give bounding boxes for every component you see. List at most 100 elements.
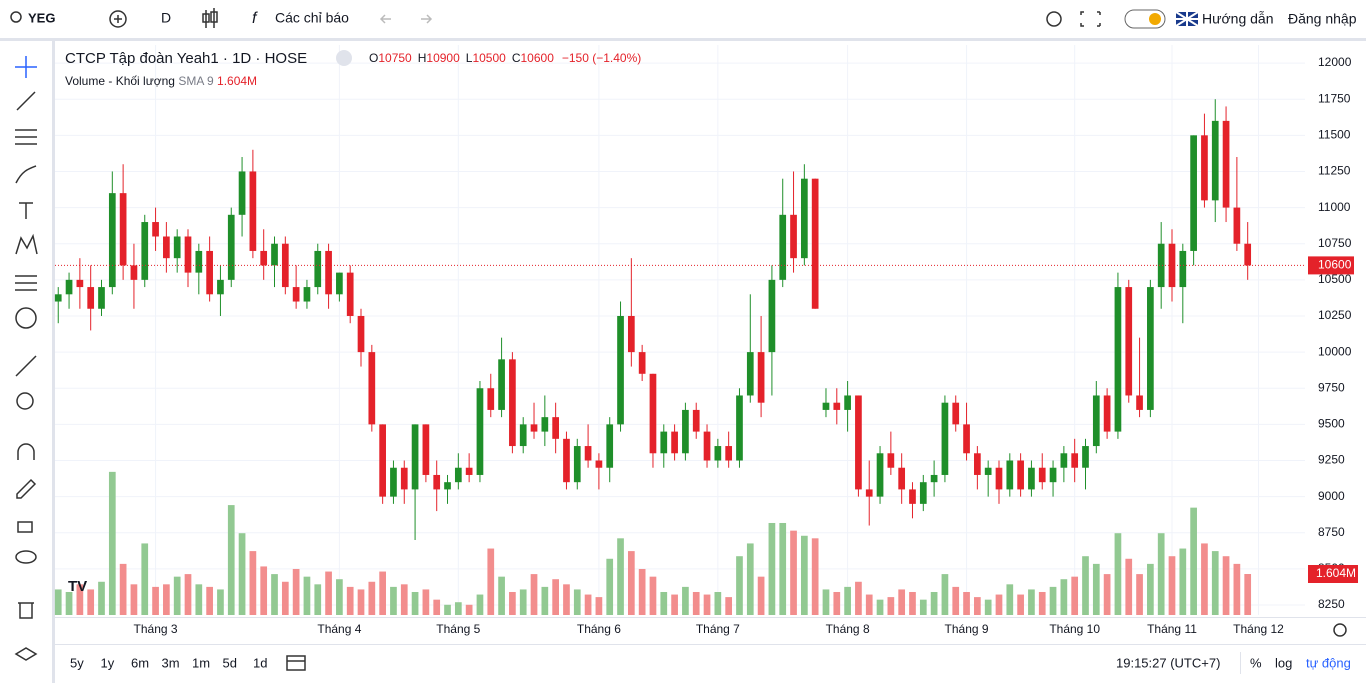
add-symbol[interactable] xyxy=(109,10,127,28)
line-tool[interactable] xyxy=(16,91,36,111)
volume-bar xyxy=(1125,558,1133,615)
candle-body xyxy=(865,489,873,497)
collapse-legend[interactable] xyxy=(336,50,352,66)
volume-title: Volume - Khối lượng xyxy=(65,74,175,88)
top-border xyxy=(0,38,1366,41)
interval[interactable]: D xyxy=(161,10,171,26)
ruler-tool[interactable] xyxy=(15,355,37,377)
candle-body xyxy=(206,250,213,295)
volume-bar xyxy=(509,591,516,615)
undo-redo[interactable] xyxy=(379,14,433,24)
fullscreen[interactable] xyxy=(1080,11,1101,27)
volume-bar xyxy=(768,522,776,615)
candle-body xyxy=(919,482,927,504)
range-button[interactable]: 6m xyxy=(131,655,149,670)
x-tick-label: Tháng 12 xyxy=(1233,622,1284,636)
volume-bar xyxy=(876,599,884,615)
candle-body xyxy=(1179,250,1187,288)
axis-settings[interactable] xyxy=(1333,623,1347,637)
indicators[interactable]: Các chỉ báo xyxy=(275,10,349,26)
candle-body xyxy=(563,438,570,483)
text-tool[interactable] xyxy=(19,202,33,219)
candle-body xyxy=(1201,135,1208,201)
brush-tool[interactable] xyxy=(15,165,37,184)
volume-bar xyxy=(1103,574,1111,615)
range-button[interactable]: 3m xyxy=(162,655,180,670)
ohlc-value: 10750 xyxy=(378,51,412,65)
candle-body xyxy=(238,171,246,215)
percent-toggle[interactable]: % xyxy=(1250,655,1262,670)
fx-icon[interactable]: f xyxy=(252,10,258,27)
candle-body xyxy=(400,467,408,490)
date-range-icon[interactable] xyxy=(286,655,306,671)
volume-bar xyxy=(217,589,224,615)
plot: 8250850087509000925095009750100001025010… xyxy=(54,45,1358,636)
candle-body xyxy=(519,424,527,447)
delete-tool[interactable] xyxy=(18,602,34,619)
volume-bar xyxy=(530,574,538,615)
lock-draw-tool[interactable] xyxy=(16,478,37,499)
settings[interactable] xyxy=(1046,11,1062,27)
volume-bar xyxy=(984,599,992,615)
volume-bar xyxy=(98,581,105,615)
volume-bar xyxy=(487,548,495,615)
volume-bar xyxy=(725,597,733,615)
y-tick-label: 8250 xyxy=(1318,597,1345,611)
candle-body xyxy=(649,373,657,454)
volume-bar xyxy=(519,589,527,615)
candle-body xyxy=(422,424,430,475)
eye-tool[interactable] xyxy=(15,550,37,564)
auto-toggle[interactable]: tự động xyxy=(1306,655,1351,670)
candle-body xyxy=(498,359,505,410)
candle-body xyxy=(368,352,376,425)
candle-body xyxy=(768,279,776,353)
candle-body xyxy=(433,474,441,490)
volume-bar xyxy=(1211,551,1219,615)
candle-body xyxy=(682,409,689,454)
sun xyxy=(1149,13,1161,25)
zoom-tool[interactable] xyxy=(16,392,34,410)
volume-bar xyxy=(368,581,376,615)
candle-body xyxy=(1244,243,1252,266)
emoji-tool[interactable] xyxy=(15,307,37,329)
candle-body xyxy=(346,272,354,316)
volume-bar xyxy=(65,591,73,615)
volume-bar xyxy=(1157,533,1165,615)
chart-type-icon[interactable] xyxy=(202,8,218,28)
volume-bar xyxy=(476,594,484,615)
volume-bar xyxy=(433,599,441,615)
search-icon[interactable] xyxy=(10,11,22,23)
volume-bar xyxy=(974,597,981,615)
crosshair-tool[interactable] xyxy=(15,56,37,78)
volume-bar xyxy=(281,581,289,615)
range-button[interactable]: 1m xyxy=(192,655,210,670)
candle-body xyxy=(336,272,343,295)
range-button[interactable]: 5y xyxy=(70,655,84,670)
candle-body xyxy=(271,243,278,266)
login[interactable]: Đăng nhập xyxy=(1288,11,1357,27)
candle-body xyxy=(541,417,549,432)
layers-tool[interactable] xyxy=(14,647,38,661)
x-tick-label: Tháng 3 xyxy=(134,622,178,636)
projection-tool[interactable] xyxy=(15,275,37,291)
log-toggle[interactable]: log xyxy=(1275,655,1292,670)
volume-bar xyxy=(714,591,722,615)
pattern-tool[interactable] xyxy=(15,233,38,255)
range-button[interactable]: 1d xyxy=(253,655,267,670)
range-button[interactable]: 5d xyxy=(223,655,237,670)
magnet-tool[interactable] xyxy=(17,443,35,460)
y-tick-label: 9250 xyxy=(1318,453,1345,467)
volume-bar xyxy=(811,538,819,615)
fib-tool[interactable] xyxy=(15,129,37,145)
symbol[interactable]: YEG xyxy=(28,10,55,25)
lock-tool[interactable] xyxy=(17,521,33,533)
candle-body xyxy=(1114,287,1122,432)
y-tick-label: 10000 xyxy=(1318,344,1352,358)
y-tick-label: 11500 xyxy=(1318,127,1351,141)
volume-bar xyxy=(227,505,235,615)
volume-bar xyxy=(498,576,505,615)
x-tick-label: Tháng 9 xyxy=(945,622,989,636)
range-button[interactable]: 1y xyxy=(101,655,115,670)
candle-body xyxy=(260,250,268,266)
guide[interactable]: Hướng dẫn xyxy=(1202,11,1273,27)
